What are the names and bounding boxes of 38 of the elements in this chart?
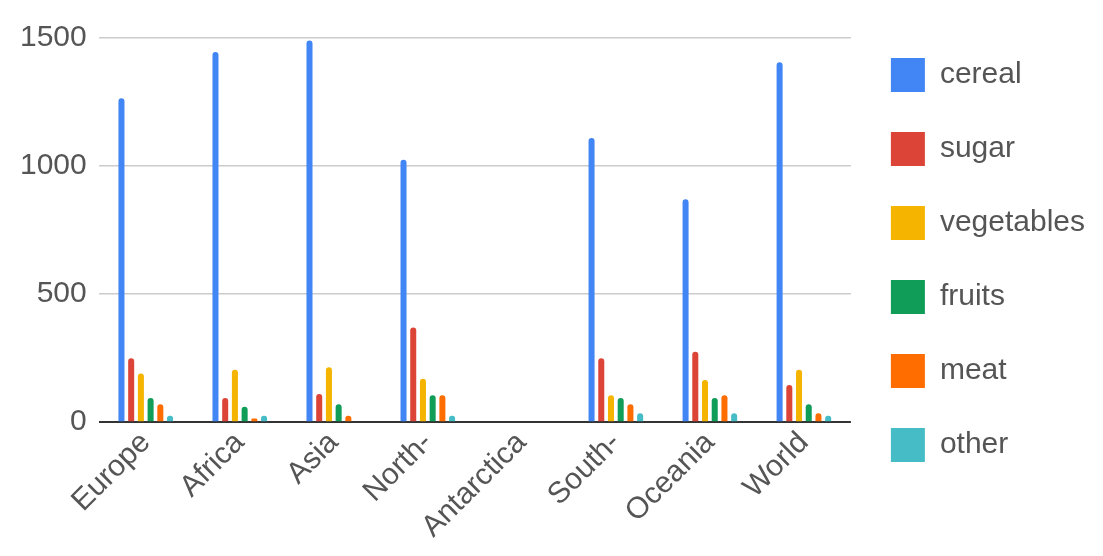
bar (598, 358, 605, 422)
bar (721, 395, 728, 422)
bar (711, 397, 718, 422)
y-tick-label: 0 (70, 403, 87, 437)
bar (410, 327, 417, 422)
bar (588, 137, 595, 422)
bar (429, 395, 436, 422)
bar (776, 62, 783, 422)
bar (701, 379, 709, 422)
legend-label: sugar (939, 130, 1015, 164)
bar (692, 351, 699, 422)
bar (419, 378, 426, 422)
bar (128, 358, 135, 422)
bar (786, 385, 793, 422)
bar (231, 369, 238, 422)
bar (796, 369, 803, 422)
legend-label: cereal (939, 56, 1022, 90)
bar (306, 40, 313, 422)
bar (212, 52, 219, 422)
bar (439, 395, 446, 422)
bar (607, 395, 614, 422)
bar (137, 373, 144, 422)
y-tick-label: 1000 (19, 147, 87, 181)
legend-label: other (939, 426, 1009, 460)
bar (325, 367, 332, 422)
bar (222, 397, 229, 422)
bar (147, 397, 154, 422)
bar (316, 394, 323, 422)
legend-label: vegetables (939, 204, 1085, 238)
bar (682, 199, 689, 422)
legend-label: meat (939, 352, 1008, 386)
y-tick-label: 500 (36, 275, 87, 309)
y-tick-label: 1500 (19, 19, 87, 53)
bar (118, 98, 125, 422)
bar (400, 159, 407, 422)
bar (617, 397, 624, 422)
x-tick-label: Asia (279, 424, 345, 490)
legend-label: fruits (939, 278, 1005, 312)
